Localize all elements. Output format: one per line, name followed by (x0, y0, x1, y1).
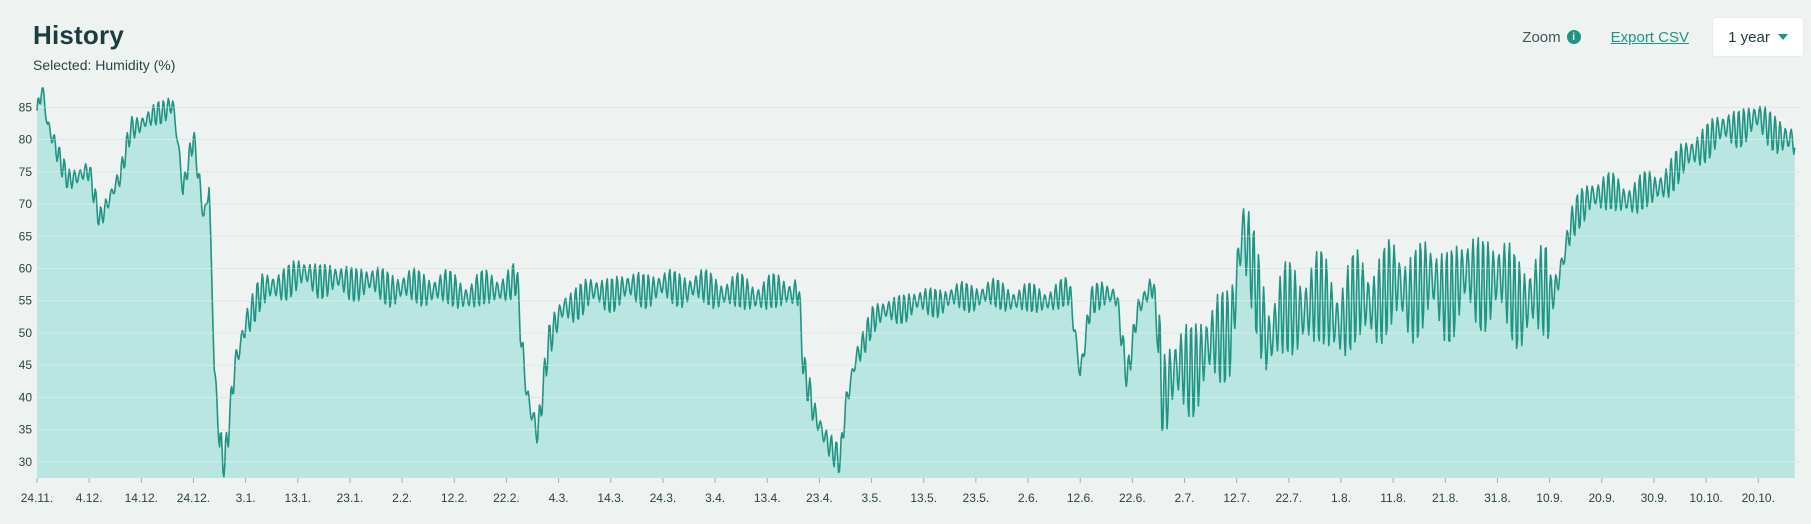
x-tick-label: 20.10. (1742, 491, 1775, 505)
x-tick-label: 21.8. (1432, 491, 1459, 505)
time-range-dropdown[interactable]: 1 year (1713, 18, 1803, 56)
x-tick-label: 24.12. (177, 491, 210, 505)
x-tick-label: 23.5. (963, 491, 990, 505)
x-tick-label: 22.6. (1119, 491, 1146, 505)
x-tick-label: 3.4. (705, 491, 725, 505)
x-tick-label: 4.12. (76, 491, 103, 505)
x-tick-label: 2.6. (1018, 491, 1038, 505)
x-tick-label: 22.7. (1275, 491, 1302, 505)
y-tick-label: 75 (19, 165, 33, 179)
x-tick-label: 4.3. (549, 491, 569, 505)
area-fill (37, 88, 1795, 478)
y-tick-label: 35 (19, 423, 33, 437)
x-tick-label: 1.8. (1331, 491, 1351, 505)
chevron-down-icon (1777, 34, 1788, 40)
y-tick-label: 45 (19, 358, 33, 372)
y-tick-label: 60 (19, 261, 33, 275)
x-tick-label: 14.12. (125, 491, 158, 505)
x-tick-label: 31.8. (1484, 491, 1511, 505)
x-tick-label: 13.5. (910, 491, 937, 505)
x-tick-label: 30.9. (1641, 491, 1668, 505)
x-tick-label: 22.2. (493, 491, 520, 505)
series-line-humidity (36, 87, 1796, 478)
x-tick-label: 12.6. (1067, 491, 1094, 505)
x-tick-label: 23.4. (806, 491, 833, 505)
y-tick-label: 40 (19, 390, 33, 404)
y-tick-label: 70 (19, 197, 33, 211)
y-axis-ticks: 30 35 40 45 50 55 60 65 70 75 80 85 (19, 100, 33, 469)
zoom-label: Zoom (1522, 28, 1561, 46)
x-tick-label: 10.9. (1536, 491, 1563, 505)
x-axis-ticks: 24.11. 4.12. 14.12. 24.12. 3.1. 13.1. 23.1. 2.2… (21, 478, 1775, 505)
x-tick-label: 13.1. (284, 491, 311, 505)
chart-toolbar: Zoom i Export CSV 1 year (1522, 18, 1803, 56)
x-tick-label: 24.3. (650, 491, 677, 505)
x-tick-label: 11.8. (1380, 491, 1406, 505)
x-tick-label: 14.3. (597, 491, 624, 505)
x-tick-label: 12.7. (1223, 491, 1250, 505)
zoom-control: Zoom i (1522, 28, 1581, 46)
y-tick-label: 30 (19, 455, 33, 469)
y-tick-label: 55 (19, 294, 33, 308)
x-tick-label: 23.1. (337, 491, 364, 505)
y-tick-label: 85 (19, 100, 33, 114)
info-icon[interactable]: i (1566, 30, 1581, 44)
x-tick-label: 2.7. (1175, 491, 1195, 505)
x-tick-label: 13.4. (754, 491, 781, 505)
time-range-value: 1 year (1728, 28, 1770, 46)
plot-area (36, 87, 1800, 478)
x-tick-label: 10.10. (1689, 491, 1722, 505)
x-tick-label: 20.9. (1588, 491, 1615, 505)
x-tick-label: 24.11. (21, 491, 53, 505)
export-csv-link[interactable]: Export CSV (1610, 28, 1689, 46)
x-tick-label: 3.1. (236, 491, 256, 505)
selected-metric-label: Selected: Humidity (%) (33, 57, 176, 73)
y-tick-label: 50 (19, 326, 33, 340)
y-tick-label: 65 (19, 229, 33, 243)
x-tick-label: 12.2. (441, 491, 468, 505)
x-tick-label: 2.2. (392, 491, 412, 505)
page-title: History (33, 20, 124, 50)
x-tick-label: 3.5. (862, 491, 882, 505)
y-tick-label: 80 (19, 133, 33, 147)
